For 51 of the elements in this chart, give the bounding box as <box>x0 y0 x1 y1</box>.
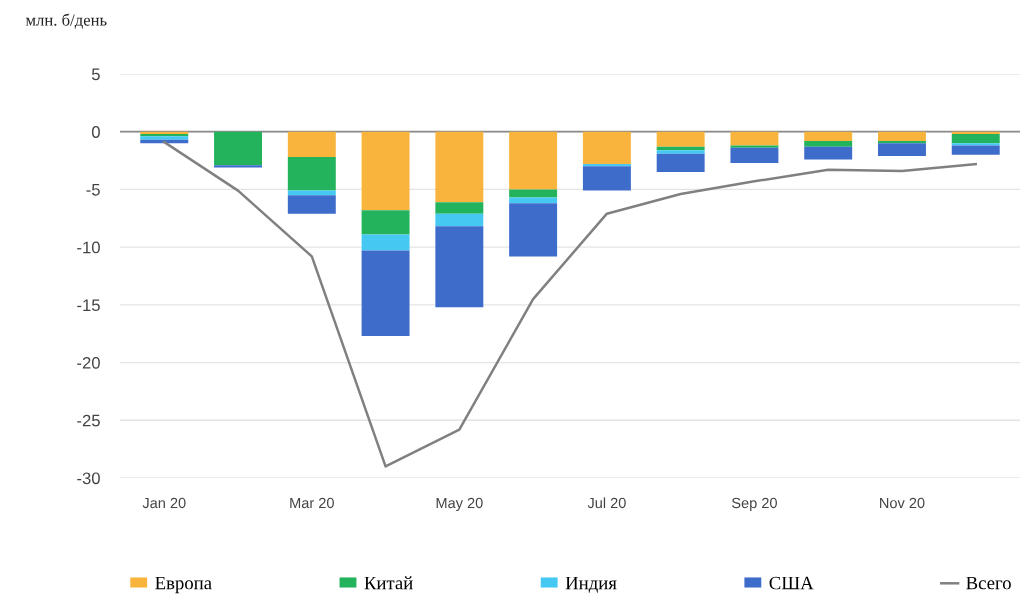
bar <box>435 131 484 203</box>
bar <box>951 145 1000 155</box>
x-tick-label: Mar 20 <box>290 497 334 509</box>
y-tick-label: -15 <box>77 299 100 312</box>
x-tick-label: Sep 20 <box>731 497 777 512</box>
bar <box>435 213 484 227</box>
y-tick-label: -10 <box>77 241 100 254</box>
x-tick-label: Jul 20 <box>587 497 626 509</box>
y-tick-label: 0 <box>91 126 100 138</box>
bar <box>804 140 853 147</box>
bar <box>509 131 558 190</box>
bar <box>287 195 336 214</box>
legend-label: Европа <box>155 576 212 594</box>
bar <box>730 131 779 146</box>
legend-label: Китай <box>364 576 413 590</box>
bar <box>287 131 336 158</box>
legend-label: Всего <box>966 576 1011 590</box>
bar <box>361 250 410 337</box>
bar <box>730 147 779 163</box>
bar <box>435 202 484 214</box>
y-tick-label: -5 <box>86 184 100 196</box>
bar <box>582 131 631 165</box>
bar <box>509 189 558 198</box>
bar <box>877 131 926 141</box>
bar <box>877 143 926 156</box>
bar <box>361 234 410 251</box>
bar <box>804 131 853 141</box>
bar <box>582 166 631 191</box>
bar <box>804 146 853 160</box>
bar <box>214 131 263 166</box>
y-tick-label: -30 <box>77 472 100 485</box>
x-tick-label: Jan 20 <box>142 497 186 509</box>
line-series <box>163 140 977 468</box>
bar <box>656 153 705 173</box>
bar <box>951 134 1000 144</box>
y-tick-label: -25 <box>77 414 100 427</box>
x-tick-label: May 20 <box>436 497 483 512</box>
x-tick-label: Nov 20 <box>880 497 925 509</box>
y-tick-label: 5 <box>91 68 100 81</box>
bar <box>287 157 336 191</box>
y-axis-title: млн. б/день <box>25 13 107 29</box>
bar <box>656 131 705 147</box>
bar <box>951 143 1000 146</box>
bar <box>361 131 410 211</box>
legend-label: США <box>769 576 814 590</box>
legend-label: Индия <box>565 576 617 593</box>
bar <box>656 150 705 154</box>
y-tick-label: -20 <box>77 356 100 369</box>
bar <box>509 203 558 257</box>
bar <box>361 210 410 235</box>
bar <box>435 226 484 308</box>
